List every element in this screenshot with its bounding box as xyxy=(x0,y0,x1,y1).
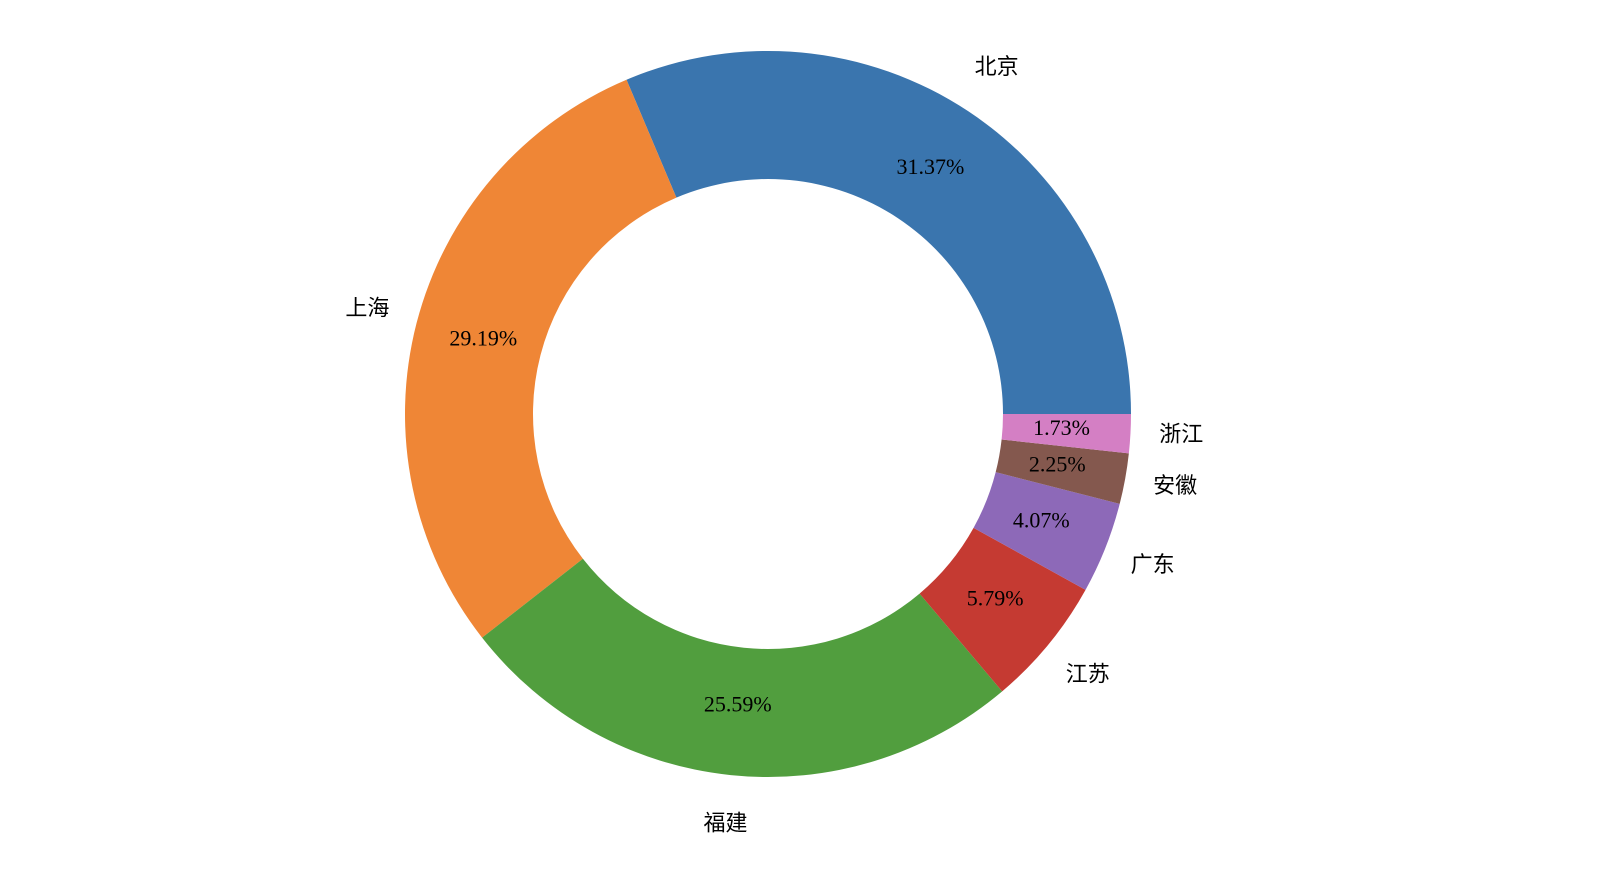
donut-slice xyxy=(482,558,1003,777)
donut-slice xyxy=(973,472,1120,590)
value-label: 1.73% xyxy=(1033,415,1090,440)
value-label: 25.59% xyxy=(704,692,772,717)
donut-slice xyxy=(1001,414,1131,454)
value-label: 31.37% xyxy=(896,154,964,179)
slice-label: 广东 xyxy=(1131,552,1175,577)
slice-label: 上海 xyxy=(345,295,389,320)
slice-label: 江苏 xyxy=(1066,662,1110,687)
donut-slice xyxy=(919,527,1086,692)
value-label: 4.07% xyxy=(1013,508,1070,533)
slice-label: 浙江 xyxy=(1159,422,1203,447)
value-label: 29.19% xyxy=(449,325,517,350)
donut-slice xyxy=(404,79,677,638)
donut-slice xyxy=(995,439,1129,504)
value-label: 5.79% xyxy=(967,586,1024,611)
donut-slice xyxy=(626,50,1131,414)
slice-label: 北京 xyxy=(975,54,1019,79)
slice-label: 安徽 xyxy=(1153,473,1197,498)
value-label: 2.25% xyxy=(1029,452,1086,477)
slice-label: 福建 xyxy=(703,811,747,836)
